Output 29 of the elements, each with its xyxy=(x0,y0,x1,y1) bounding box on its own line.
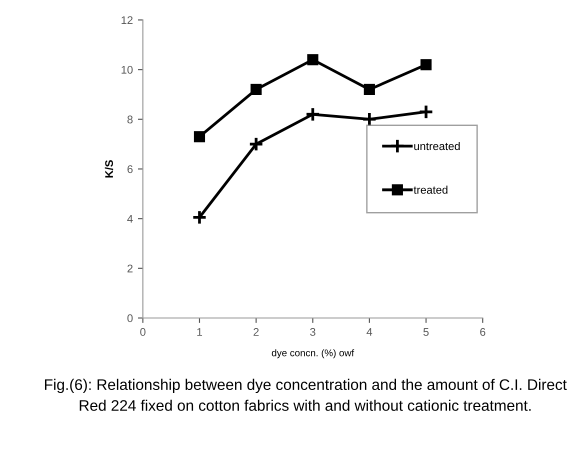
x-tick-label: 4 xyxy=(366,328,372,336)
legend-label: untreated xyxy=(414,142,460,150)
point xyxy=(192,210,208,226)
x-tick-label: 2 xyxy=(254,328,259,336)
x-tick-label: 0 xyxy=(140,328,146,336)
point xyxy=(420,59,432,70)
point xyxy=(364,84,375,96)
point xyxy=(362,112,378,127)
legend-label: treated xyxy=(414,186,448,194)
point xyxy=(194,131,206,142)
point xyxy=(248,136,264,152)
point xyxy=(250,84,262,96)
y-tick-label: 8 xyxy=(127,116,133,124)
y-tick-label: 10 xyxy=(122,66,133,74)
x-tick-label: 3 xyxy=(310,328,316,336)
point xyxy=(307,54,318,66)
x-tick-label: 1 xyxy=(197,328,202,336)
text: Fig.(6): Relationship between dye concentration and the amount of C.I. Direct Red 224 fixed on cotton fabrics with and without cationic treatment. xyxy=(44,378,567,411)
y-tick-label: 0 xyxy=(127,314,133,322)
y-axis-title: K/S xyxy=(104,160,114,178)
point xyxy=(305,106,320,122)
x-axis-title: dye concn. (%) owf xyxy=(272,349,354,358)
x-tick-label: 5 xyxy=(423,328,429,336)
x-tick-label: 6 xyxy=(480,328,486,336)
y-tick-label: 6 xyxy=(128,165,133,174)
y-tick-label: 2 xyxy=(128,264,133,272)
y-tick-label: 12 xyxy=(122,16,133,24)
y-tick-label: 4 xyxy=(127,215,133,223)
point xyxy=(418,104,434,120)
